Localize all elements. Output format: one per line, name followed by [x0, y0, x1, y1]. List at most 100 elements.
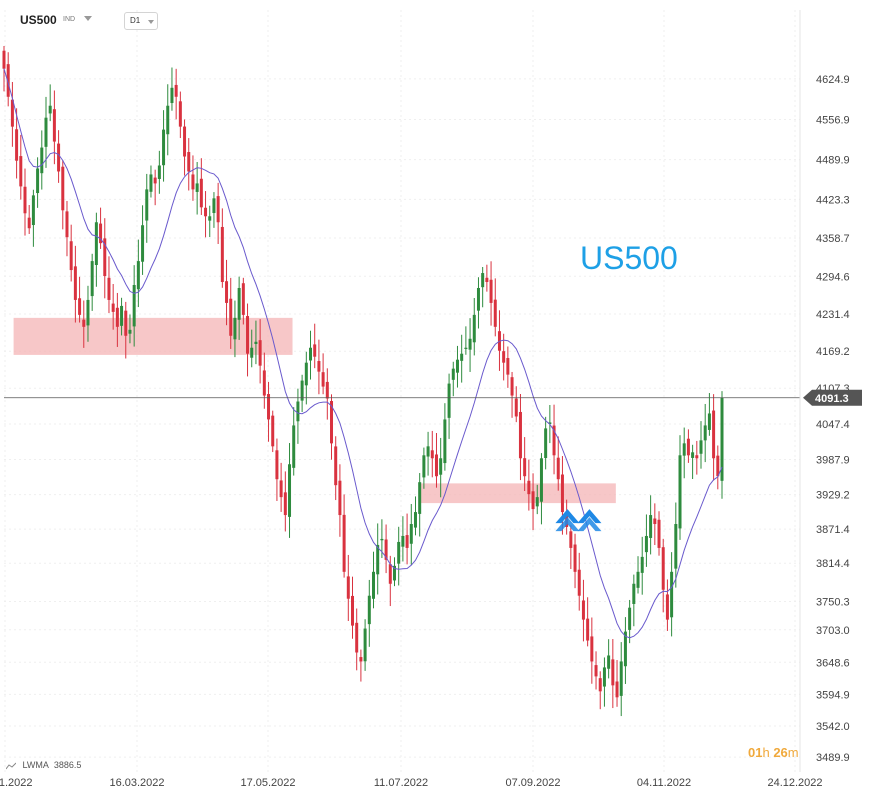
indicator-icon [6, 762, 16, 769]
candle-body [124, 310, 128, 336]
candle-body [539, 458, 543, 502]
chart-title: US500 [580, 240, 678, 276]
candle-body [464, 347, 468, 349]
x-tick-label: 11.07.2022 [374, 777, 428, 789]
candle-body [619, 661, 623, 696]
candle-body [351, 595, 355, 626]
candle-body [334, 446, 338, 486]
candle-body [204, 207, 208, 217]
candle-body [686, 438, 690, 456]
candle-body [712, 410, 716, 459]
candle-body [258, 340, 262, 366]
indicator-legend[interactable]: LWMA 3886.5 [6, 760, 81, 770]
candle-body [401, 535, 405, 547]
lwma-line [3, 68, 723, 639]
candle-body [69, 241, 73, 271]
candle-body [57, 143, 61, 172]
y-tick-label: 4358.7 [816, 233, 850, 245]
candle-body [279, 480, 283, 498]
candle-body [649, 515, 653, 538]
candle-body [61, 166, 65, 211]
candle-body [665, 594, 669, 620]
candle-body [262, 370, 266, 396]
candle-body [271, 415, 275, 447]
candle-body [678, 455, 682, 529]
candle-body [506, 358, 510, 375]
candle-body [380, 538, 384, 541]
candle-body [598, 678, 602, 692]
candle-body [6, 64, 10, 97]
time-axis[interactable]: 18.01.2022 16.03.2022 17.05.2022 11.07.2022… [0, 777, 823, 789]
y-tick-label: 3871.4 [816, 524, 850, 536]
indicator-value: 3886.5 [53, 760, 82, 770]
candle-body [94, 222, 98, 266]
x-tick-label: 16.03.2022 [109, 777, 164, 789]
candle-body [162, 129, 166, 166]
candle-body [225, 281, 229, 303]
candle-body [628, 607, 632, 630]
candle-body [199, 178, 203, 208]
candle-body [145, 189, 149, 221]
candle-body [99, 223, 103, 244]
candle-body [653, 518, 657, 525]
candle-body [36, 168, 40, 194]
candle-body [183, 126, 187, 157]
candle-body [661, 547, 665, 590]
candle-body [73, 266, 77, 300]
symbol-label[interactable]: US500 [20, 13, 57, 27]
candle-body [275, 450, 279, 480]
candle-body [78, 298, 82, 315]
candle-body [325, 381, 329, 399]
candle-body [682, 443, 686, 456]
candle-body [451, 368, 455, 380]
candle-body [19, 156, 23, 187]
candle-body [120, 305, 124, 326]
grid-lines [4, 10, 800, 772]
candle-body [405, 535, 409, 548]
candle-body [27, 217, 31, 229]
chart-toolbar: US500 IND D1 [0, 0, 800, 40]
candle-body [15, 129, 19, 161]
candle-body [317, 361, 321, 372]
candle-body [82, 319, 86, 327]
x-tick-label: 24.12.2022 [767, 777, 822, 789]
candle-body [434, 454, 438, 477]
y-tick-label: 3929.2 [816, 490, 850, 502]
candle-body [355, 622, 359, 653]
y-tick-label: 3489.9 [816, 752, 850, 764]
candle-body [2, 50, 6, 69]
current-price-label: 4091.3 [815, 393, 849, 405]
candle-body [422, 455, 426, 478]
candle-body [632, 583, 636, 604]
candle-body [191, 174, 195, 190]
y-tick-label: 3987.9 [816, 455, 850, 467]
arrow-up-shape [555, 509, 580, 524]
candle-body [296, 401, 300, 422]
x-tick-label: 18.01.2022 [0, 777, 33, 789]
candle-body [128, 329, 132, 334]
candle-countdown: 01h 26m [748, 745, 799, 760]
candle-body [590, 636, 594, 662]
y-tick-label: 4423.3 [816, 194, 850, 206]
candle-body [493, 299, 497, 327]
price-axis[interactable]: 4624.9 4556.9 4489.9 4423.3 4358.7 4294.6 4231… [799, 10, 850, 772]
timeframe-select[interactable]: D1 [124, 12, 158, 30]
candle-body [166, 105, 170, 135]
candle-body [644, 535, 648, 553]
candle-body [707, 413, 711, 430]
candle-body [86, 299, 90, 326]
candle-body [636, 571, 640, 588]
candle-body [657, 519, 661, 548]
candle-body [586, 618, 590, 641]
candle-body [455, 359, 459, 373]
candle-body [720, 397, 724, 481]
candle-body [674, 524, 678, 569]
chevron-down-icon[interactable] [84, 16, 92, 21]
chevron-down-icon [148, 20, 154, 24]
zone-rect [420, 483, 616, 504]
y-tick-label: 3594.9 [816, 689, 850, 701]
candle-body [371, 571, 375, 599]
candle-body [313, 344, 317, 357]
